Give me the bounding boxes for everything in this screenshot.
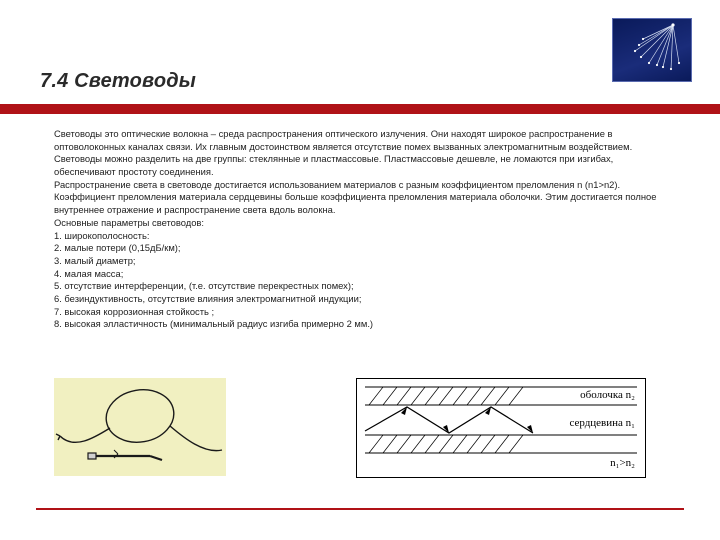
paragraph-2: Распространение света в световоде достиг… xyxy=(54,179,674,217)
param-item: 1. широкополосность: xyxy=(54,230,674,243)
figures-row: оболочка n₂ сердцевина n₁ n₁>n₂ xyxy=(54,378,680,488)
label-relation: n₁>n₂ xyxy=(610,457,635,469)
param-item: 2. малые потери (0,15дБ/км); xyxy=(54,242,674,255)
body-text-block: Световоды это оптические волокна – среда… xyxy=(54,128,674,331)
param-list: 1. широкополосность: 2. малые потери (0,… xyxy=(54,230,674,332)
param-item: 3. малый диаметр; xyxy=(54,255,674,268)
param-item: 8. высокая элластичность (минимальный ра… xyxy=(54,318,674,331)
label-cladding: оболочка n₂ xyxy=(580,389,635,401)
red-divider-top xyxy=(0,104,720,114)
params-heading: Основные параметры световодов: xyxy=(54,217,674,230)
figure-waveguide-diagram: оболочка n₂ сердцевина n₁ n₁>n₂ xyxy=(356,378,646,478)
slide-page: 7.4 Световоды Световоды это оптические в… xyxy=(0,0,720,540)
param-item: 6. безиндуктивность, отсутствие влияния … xyxy=(54,293,674,306)
param-item: 4. малая масса; xyxy=(54,268,674,281)
page-title: 7.4 Световоды xyxy=(40,70,196,93)
param-item: 5. отсутствие интерференции, (т.е. отсут… xyxy=(54,280,674,293)
red-divider-bottom xyxy=(36,508,684,510)
corner-fiber-image xyxy=(612,18,692,82)
param-item: 7. высокая коррозионная стойкость ; xyxy=(54,306,674,319)
paragraph-1: Световоды это оптические волокна – среда… xyxy=(54,128,674,179)
figure-fiber-cable xyxy=(54,378,226,476)
label-core: сердцевина n₁ xyxy=(569,417,635,429)
